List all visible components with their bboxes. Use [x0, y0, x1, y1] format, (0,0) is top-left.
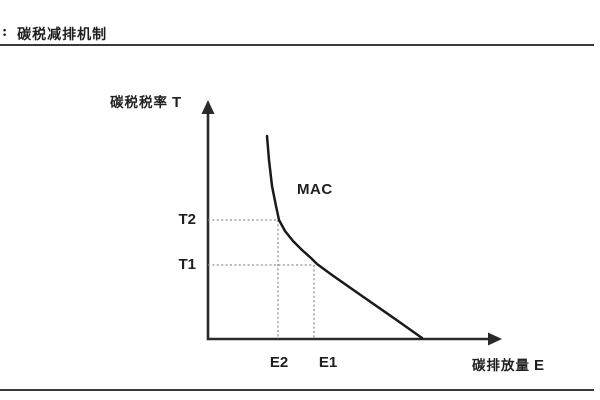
y-axis-title: 碳税税率 T — [110, 91, 181, 111]
e2-tick-label: E2 — [269, 354, 289, 371]
y-axis-title-zh: 碳税税率 — [110, 95, 168, 111]
mac-curve-label: MAC — [297, 181, 333, 198]
x-axis-title: 碳排放量 E — [472, 354, 544, 374]
figure-title-prefix: : — [2, 24, 9, 40]
y-axis-arrowhead-icon — [201, 100, 215, 114]
x-axis-arrowhead-icon — [488, 332, 502, 346]
e1-tick-label: E1 — [318, 354, 338, 371]
figure-title: : 碳税减排机制 — [2, 24, 107, 44]
y-axis-title-symbol: T — [172, 94, 182, 111]
t2-tick-label: T2 — [178, 211, 196, 228]
t1-tick-label: T1 — [178, 256, 196, 273]
mac-curve — [265, 134, 424, 340]
x-axis-title-zh: 碳排放量 — [472, 358, 530, 374]
top-divider — [0, 44, 594, 47]
x-axis-title-symbol: E — [534, 357, 545, 374]
bottom-divider — [0, 389, 594, 392]
figure-title-text: 碳税减排机制 — [17, 27, 108, 43]
